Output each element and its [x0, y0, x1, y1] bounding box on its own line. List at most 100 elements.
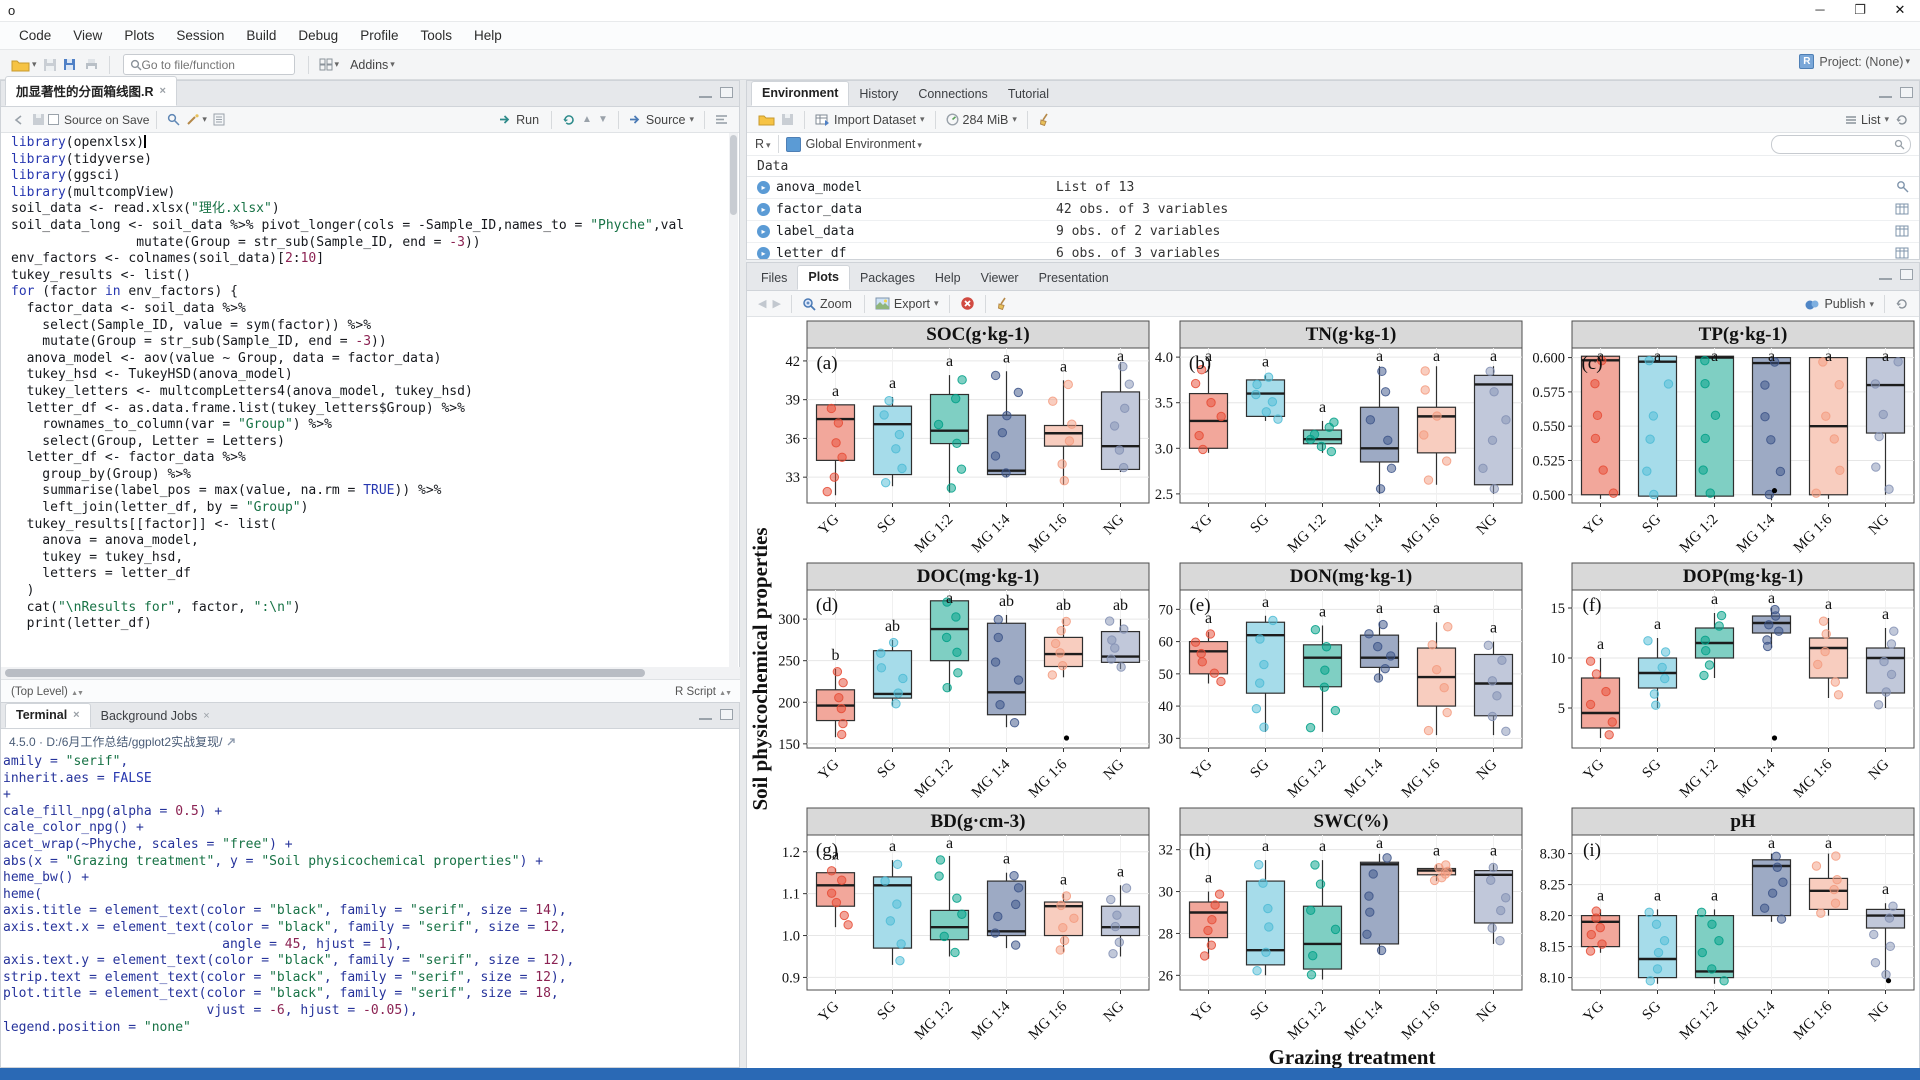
project-selector[interactable]: R Project: (None) ▾ [1799, 54, 1910, 69]
new-pane-grid-icon[interactable]: ▾ [319, 58, 339, 71]
console-tab-background-jobs[interactable]: Background Jobs × [100, 709, 210, 723]
scope-selector[interactable]: (Top Level) ▲▼ [11, 685, 84, 698]
env-object-row[interactable]: ▸ factor_data 42 obs. of 3 variables [747, 199, 1919, 221]
env-tab-history[interactable]: History [859, 87, 899, 101]
menu-build[interactable]: Build [246, 27, 277, 43]
save-workspace-icon[interactable] [781, 113, 794, 126]
editor-horizontal-scrollbar[interactable] [1, 667, 741, 679]
console-tab-terminal[interactable]: Terminal × [5, 703, 91, 728]
filetype-selector[interactable]: R Script ▲▼ [675, 685, 732, 698]
vertical-splitter[interactable] [740, 80, 746, 1068]
plots-tab-viewer[interactable]: Viewer [980, 271, 1019, 285]
import-dataset-icon[interactable]: Import Dataset ▾ [815, 113, 925, 127]
env-tab-tutorial[interactable]: Tutorial [1007, 87, 1050, 101]
language-selector[interactable]: R ▾ [755, 137, 771, 151]
editor-vertical-scrollbar[interactable] [729, 133, 738, 667]
go-down-icon[interactable]: ▼ [597, 114, 608, 125]
menu-debug[interactable]: Debug [298, 27, 339, 43]
menu-tools[interactable]: Tools [420, 27, 452, 43]
close-button[interactable]: ✕ [1894, 2, 1906, 17]
code-line: library(tidyverse) [11, 151, 152, 167]
goto-file-box[interactable] [122, 54, 295, 75]
pane-maximize-icon[interactable] [1900, 269, 1913, 280]
menu-code[interactable]: Code [19, 27, 52, 43]
svg-text:a: a [946, 353, 953, 370]
code-editor[interactable]: library(openxlsx) library(tidyverse) libra… [1, 133, 731, 667]
svg-text:MG 1:2: MG 1:2 [1677, 999, 1722, 1044]
environment-search-box[interactable] [1771, 135, 1911, 154]
env-object-row[interactable]: ▸ anova_model List of 13 [747, 177, 1919, 199]
goto-file-input[interactable] [141, 57, 282, 72]
plots-tab-packages[interactable]: Packages [859, 271, 915, 285]
pane-minimize-icon[interactable] [1879, 276, 1892, 280]
console-output[interactable]: amily = "serif", inherit.aes = FALSE + cale… [1, 752, 739, 1036]
refresh-icon[interactable] [1895, 114, 1908, 126]
menu-view[interactable]: View [73, 27, 103, 43]
maximize-button[interactable]: ❐ [1854, 2, 1866, 17]
code-tools-wand-icon[interactable]: ▾ [186, 113, 207, 126]
document-outline-icon[interactable] [715, 114, 728, 125]
load-workspace-icon[interactable] [758, 113, 775, 126]
env-object-row[interactable]: ▸ label_data 9 obs. of 2 variables [747, 221, 1919, 243]
env-tab-connections[interactable]: Connections [918, 87, 988, 101]
svg-text:a: a [1825, 835, 1832, 852]
menu-profile[interactable]: Profile [360, 27, 399, 43]
env-object-row[interactable]: ▸ letter_df 6 obs. of 3 variables [747, 243, 1919, 259]
memory-usage-icon[interactable]: 284 MiB ▾ [946, 113, 1017, 127]
refresh-plot-icon[interactable] [1895, 298, 1908, 310]
back-icon[interactable] [12, 114, 26, 126]
minimize-button[interactable]: ─ [1815, 2, 1825, 17]
code-line: tukey = tukey_hsd, [11, 549, 184, 565]
pane-maximize-icon[interactable] [720, 709, 733, 720]
view-table-icon[interactable] [1895, 202, 1909, 220]
list-view-icon[interactable]: List ▾ [1846, 112, 1889, 127]
zoom-plot-button[interactable]: Zoom [802, 297, 854, 311]
open-file-icon[interactable]: ▾ [11, 58, 37, 72]
save-icon[interactable] [32, 113, 45, 126]
previous-plot-icon[interactable]: ◀ [758, 298, 767, 310]
pane-maximize-icon[interactable] [720, 87, 733, 98]
source-on-save-checkbox[interactable] [48, 114, 59, 125]
export-plot-button[interactable]: Export ▾ [875, 297, 939, 311]
menu-help[interactable]: Help [473, 27, 502, 43]
publish-button[interactable]: Publish ▾ [1804, 297, 1874, 311]
environment-selector[interactable]: Global Environment ▾ [805, 137, 922, 151]
print-icon[interactable] [84, 58, 99, 71]
menu-plots[interactable]: Plots [124, 27, 155, 43]
addins-button[interactable]: Addins ▾ [350, 57, 395, 72]
code-line: for (factor in env_factors) { [11, 284, 238, 300]
source-button[interactable]: Source ▾ [629, 113, 694, 127]
expand-object-icon[interactable]: ▸ [757, 181, 770, 194]
plots-tab-plots[interactable]: Plots [797, 265, 850, 290]
expand-object-icon[interactable]: ▸ [757, 247, 770, 259]
pane-minimize-icon[interactable] [1879, 94, 1892, 98]
view-table-icon[interactable] [1895, 246, 1909, 259]
view-table-icon[interactable] [1895, 224, 1909, 242]
rerun-icon[interactable] [562, 114, 576, 126]
plots-tab-help[interactable]: Help [934, 271, 961, 285]
compile-report-icon[interactable] [213, 113, 225, 126]
save-icon[interactable] [43, 58, 57, 72]
editor-file-tab[interactable]: 加显著性的分面箱线图.R × [5, 76, 177, 106]
clear-plots-broom-icon[interactable] [996, 297, 1010, 310]
close-tab-icon[interactable]: × [159, 84, 166, 97]
go-up-icon[interactable]: ▲ [582, 114, 592, 125]
inspect-object-icon[interactable] [1896, 180, 1909, 198]
clear-objects-broom-icon[interactable] [1038, 113, 1052, 126]
expand-object-icon[interactable]: ▸ [757, 225, 770, 238]
remove-plot-icon[interactable] [960, 296, 975, 311]
plots-pane: Files Plots Packages Help Viewer Presentation… [746, 262, 1920, 1069]
save-all-icon[interactable] [63, 58, 78, 72]
pane-maximize-icon[interactable] [1900, 87, 1913, 98]
plots-tab-presentation[interactable]: Presentation [1038, 271, 1109, 285]
env-tab-environment[interactable]: Environment [751, 81, 850, 106]
next-plot-icon[interactable]: ▶ [772, 298, 781, 310]
open-in-new-icon[interactable] [226, 737, 237, 747]
run-button[interactable]: Run [499, 113, 541, 127]
pane-minimize-icon[interactable] [699, 716, 712, 720]
menu-session[interactable]: Session [176, 27, 225, 43]
find-icon[interactable] [167, 113, 180, 126]
pane-minimize-icon[interactable] [699, 94, 712, 98]
expand-object-icon[interactable]: ▸ [757, 203, 770, 216]
plots-tab-files[interactable]: Files [761, 271, 788, 285]
